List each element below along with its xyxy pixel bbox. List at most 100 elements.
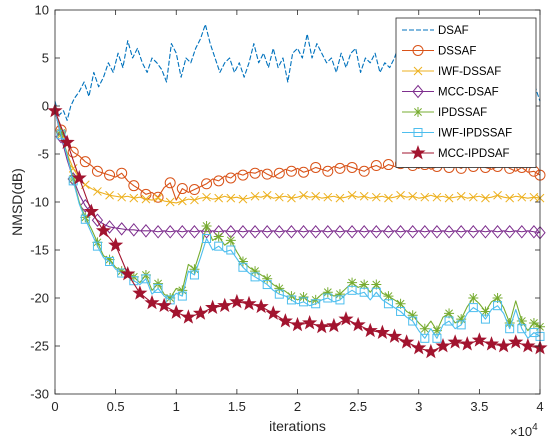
data-point-marker — [129, 193, 139, 203]
legend-label: DSSAF — [438, 46, 476, 58]
x-tick-label: 3.5 — [470, 399, 488, 414]
data-point-marker — [104, 254, 115, 265]
data-point-marker — [56, 130, 66, 140]
legend-label: IWF-DSSAF — [438, 66, 501, 78]
data-point-marker — [250, 191, 260, 201]
data-point-marker — [334, 289, 345, 300]
data-point-marker — [334, 162, 346, 174]
y-tick-label: 5 — [42, 51, 49, 66]
data-point-marker — [508, 334, 524, 349]
data-point-marker — [493, 190, 502, 200]
data-point-marker — [431, 325, 442, 336]
data-point-marker — [177, 196, 187, 206]
data-point-marker — [431, 224, 443, 239]
x-tick-label: 1 — [173, 399, 180, 414]
data-point-marker — [410, 145, 426, 160]
data-point-marker — [335, 295, 345, 305]
data-point-marker — [83, 203, 99, 219]
data-point-marker — [382, 159, 394, 171]
data-point-marker — [335, 193, 345, 203]
data-point-marker — [237, 224, 249, 239]
legend-label: IPDSSAF — [438, 107, 487, 119]
series-mcc-ipdsaf — [47, 102, 548, 359]
data-point-marker — [435, 338, 451, 353]
x-tick-label: 0.5 — [107, 399, 125, 414]
series-line — [54, 110, 541, 204]
series-line — [54, 110, 541, 234]
data-point-marker — [395, 298, 406, 309]
axis-ticks: 0 0.5 1 1.5 2 2.5 3 3.5 4 -30 -25 -20 -15 -10 -5 0 5 10 — [30, 3, 543, 415]
data-point-marker — [407, 224, 419, 239]
legend-label: DSAF — [438, 25, 469, 37]
data-point-marker — [413, 128, 423, 137]
x-tick-label: 0 — [51, 399, 58, 414]
data-point-marker — [505, 193, 515, 203]
data-point-marker — [419, 323, 430, 334]
data-point-marker — [129, 276, 139, 286]
data-point-marker — [314, 318, 330, 334]
data-point-marker — [226, 193, 236, 203]
data-point-marker — [289, 316, 306, 332]
data-point-marker — [459, 336, 475, 351]
data-point-marker — [177, 285, 188, 296]
data-point-marker — [383, 291, 394, 302]
data-point-marker — [483, 336, 500, 351]
data-point-marker — [105, 257, 115, 267]
data-point-marker — [59, 134, 75, 149]
data-point-marker — [517, 324, 527, 334]
data-point-marker — [311, 191, 321, 201]
data-point-marker — [311, 299, 321, 309]
data-point-marker — [229, 293, 245, 309]
data-point-marker — [346, 224, 358, 239]
x-axis-multiplier: ×104 — [510, 422, 538, 439]
data-point-marker — [504, 224, 516, 239]
data-point-marker — [444, 308, 455, 319]
data-point-marker — [468, 303, 478, 313]
data-point-marker — [323, 192, 333, 202]
data-point-marker — [359, 287, 369, 297]
data-point-marker — [91, 165, 103, 177]
x-tick-label: 1.5 — [228, 399, 246, 414]
data-point-marker — [455, 224, 467, 239]
data-point-marker — [188, 224, 201, 239]
data-point-marker — [192, 305, 209, 320]
data-point-marker — [120, 266, 136, 281]
x-multiplier-exponent: 4 — [532, 422, 538, 433]
data-point-marker — [496, 338, 512, 353]
data-point-marker — [108, 237, 124, 252]
legend-box — [395, 17, 537, 168]
y-tick-label: 0 — [42, 99, 49, 114]
data-point-marker — [374, 324, 390, 339]
data-point-marker — [140, 224, 152, 238]
data-point-marker — [456, 314, 467, 325]
data-point-marker — [67, 146, 79, 158]
data-point-marker — [250, 272, 260, 282]
data-point-marker — [371, 192, 381, 202]
data-point-marker — [93, 187, 102, 196]
data-point-marker — [201, 221, 212, 231]
data-point-marker — [176, 183, 188, 195]
data-point-marker — [347, 285, 357, 295]
data-point-marker — [152, 224, 164, 239]
y-tick-label: -25 — [30, 339, 49, 354]
data-point-marker — [226, 245, 236, 255]
data-point-marker — [359, 191, 369, 201]
data-point-marker — [394, 224, 407, 239]
data-point-marker — [338, 311, 354, 326]
data-point-marker — [249, 167, 261, 179]
data-point-marker — [180, 309, 196, 324]
data-point-marker — [217, 297, 233, 313]
data-point-marker — [302, 315, 318, 330]
data-point-marker — [156, 297, 172, 313]
data-point-marker — [467, 224, 479, 239]
data-point-marker — [168, 304, 184, 319]
data-point-marker — [444, 316, 454, 326]
data-point-marker — [262, 280, 272, 290]
data-point-marker — [362, 322, 378, 338]
data-point-marker — [95, 222, 112, 238]
data-point-marker — [326, 317, 342, 333]
data-point-marker — [407, 310, 418, 321]
data-point-marker — [347, 190, 357, 200]
data-point-marker — [383, 299, 393, 309]
